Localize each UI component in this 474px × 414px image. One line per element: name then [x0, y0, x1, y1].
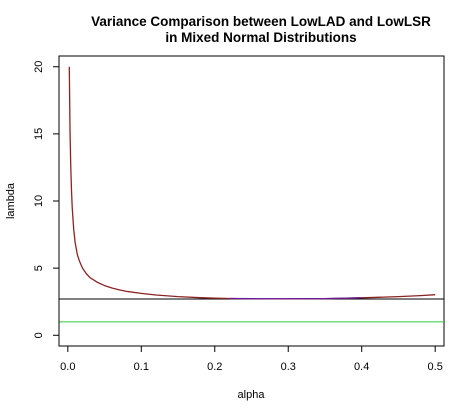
reference-lines	[59, 298, 444, 323]
chart-title-line-1: Variance Comparison between LowLAD and L…	[91, 14, 431, 29]
series-line-0	[68, 66, 436, 300]
y-tick-label: 5	[33, 265, 45, 271]
y-axis-label: lambda	[5, 182, 17, 219]
y-tick-label: 10	[33, 195, 45, 207]
y-axis: 0 5 10 15 20	[33, 61, 60, 338]
x-tick-label: 0.0	[60, 361, 75, 373]
chart-title-line-2: in Mixed Normal Distributions	[165, 30, 356, 45]
x-tick-label: 0.3	[281, 361, 296, 373]
y-tick-label: 0	[33, 332, 45, 338]
x-tick-label: 0.1	[134, 361, 149, 373]
x-tick-label: 0.2	[207, 361, 222, 373]
plot-frame	[58, 55, 445, 347]
x-axis: 0.0 0.1 0.2 0.3 0.4 0.5	[60, 345, 443, 373]
series-group	[68, 66, 436, 300]
y-tick-label: 20	[33, 61, 45, 73]
series-line-1	[229, 297, 362, 300]
x-tick-label: 0.5	[428, 361, 443, 373]
x-axis-label: alpha	[238, 389, 266, 401]
x-tick-label: 0.4	[354, 361, 369, 373]
y-tick-label: 15	[33, 128, 45, 140]
